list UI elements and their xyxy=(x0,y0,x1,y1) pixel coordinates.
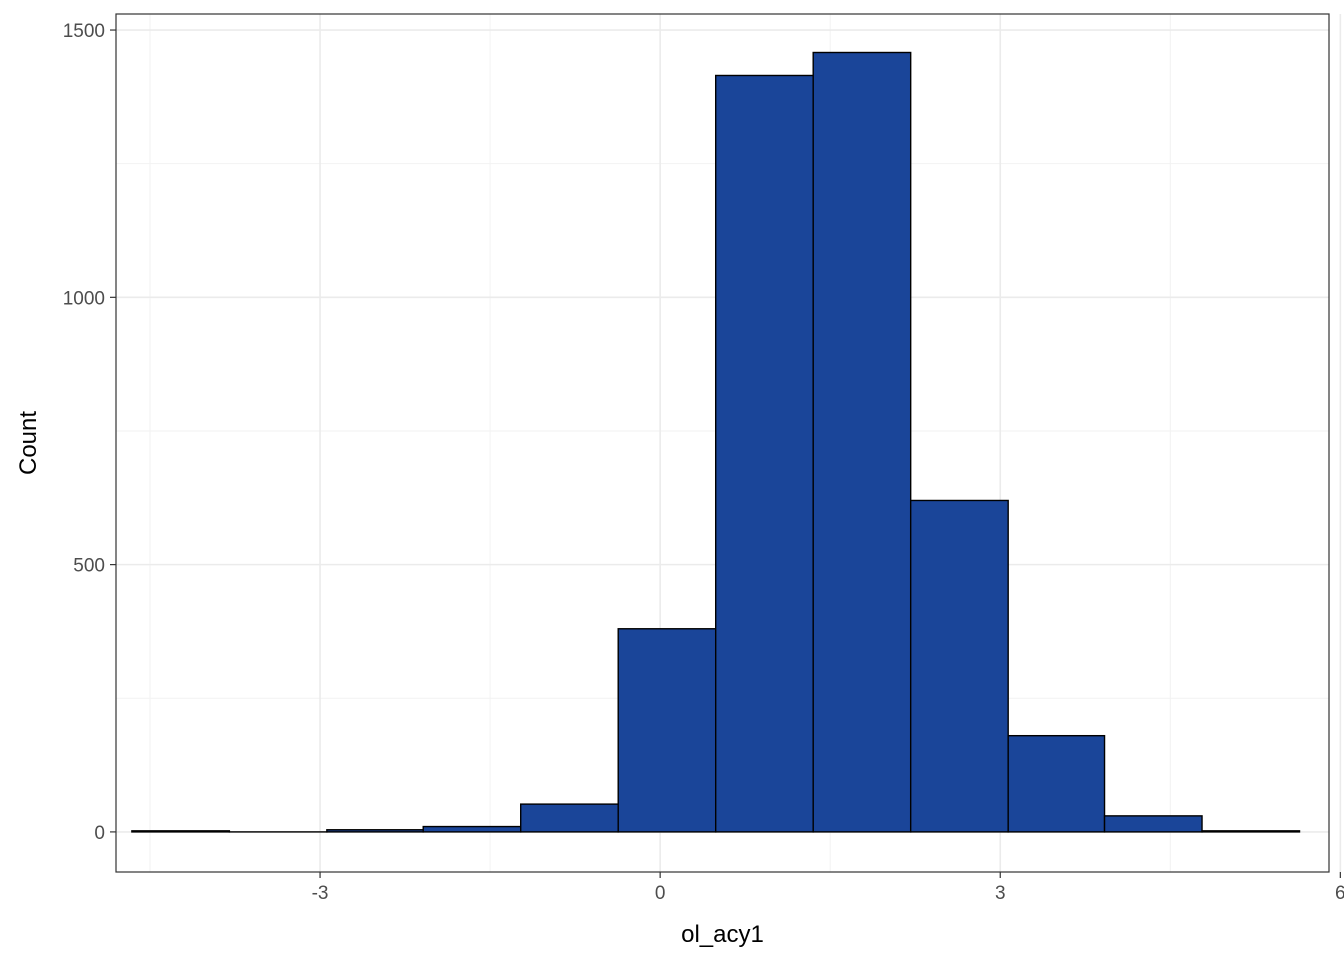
histogram-bar-8 xyxy=(909,499,1009,833)
y-tick-label: 500 xyxy=(73,556,105,577)
histogram-bar-9 xyxy=(1007,734,1106,833)
plot-panel-border xyxy=(115,13,1330,873)
histogram-bar-0 xyxy=(131,830,231,833)
histogram-bar-2 xyxy=(326,829,424,833)
histogram-bar-10 xyxy=(1103,815,1203,833)
histogram-bar-4 xyxy=(520,803,619,833)
histogram-bar-11 xyxy=(1201,830,1301,833)
x-axis-title: ol_acy1 xyxy=(681,921,764,948)
histogram-bars xyxy=(131,51,1301,833)
y-axis-title: Count xyxy=(15,411,42,475)
x-axis-ticks: -3 0 3 6 xyxy=(312,872,1344,904)
histogram-bar-5 xyxy=(617,628,717,833)
histogram-bar-7 xyxy=(812,51,912,833)
x-tick-label: 3 xyxy=(995,883,1006,904)
y-axis-ticks: 0 500 1000 1500 xyxy=(63,21,116,844)
x-tick-label: 6 xyxy=(1335,883,1344,904)
histogram-bar-6 xyxy=(714,74,814,833)
y-tick-label: 1000 xyxy=(63,288,105,309)
y-tick-label: 0 xyxy=(94,823,105,844)
x-tick-label: -3 xyxy=(312,883,329,904)
x-tick-label: 0 xyxy=(655,883,666,904)
histogram-bar-3 xyxy=(422,825,522,833)
y-tick-label: 1500 xyxy=(63,21,105,42)
